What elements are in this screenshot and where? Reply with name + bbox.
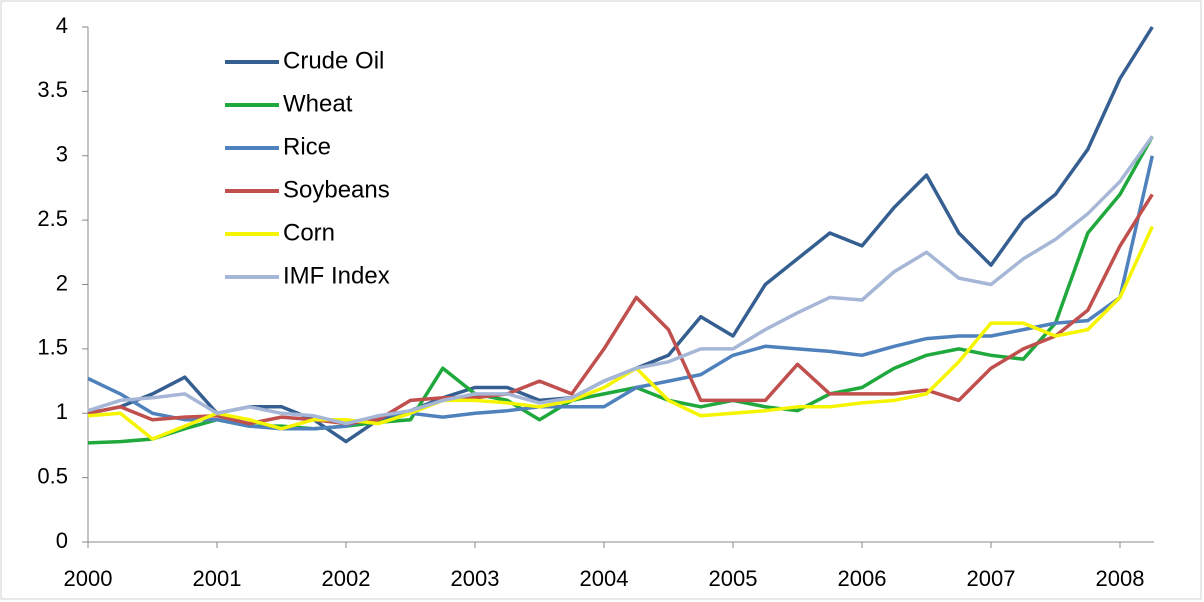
y-tick-label: 1 (56, 399, 68, 424)
y-tick-label: 1.5 (37, 335, 68, 360)
series-line (87, 193, 1154, 426)
series-line (87, 155, 1155, 431)
y-tick-label: 2 (56, 270, 68, 295)
y-tick-label: 3 (56, 142, 68, 167)
x-tick-label: 2006 (838, 566, 887, 591)
y-tick-label: 3.5 (37, 77, 68, 102)
x-tick-label: 2001 (193, 566, 242, 591)
legend-label: Crude Oil (283, 47, 384, 74)
legend-label: Wheat (283, 90, 353, 117)
y-tick-label: 0 (56, 528, 68, 553)
series-line (87, 135, 1154, 426)
x-tick-label: 2008 (1096, 566, 1145, 591)
legend-label: IMF Index (283, 262, 390, 289)
x-tick-label: 2005 (709, 566, 758, 591)
legend-label: Corn (283, 219, 335, 246)
x-tick-label: 2003 (451, 566, 500, 591)
x-tick-label: 2004 (580, 566, 629, 591)
x-tick-label: 2000 (64, 566, 113, 591)
y-tick-label: 2.5 (37, 206, 68, 231)
y-tick-label: 4 (56, 13, 68, 38)
series-line (87, 225, 1154, 441)
legend-label: Soybeans (283, 176, 390, 203)
x-tick-label: 2007 (967, 566, 1016, 591)
y-tick-label: 0.5 (37, 463, 68, 488)
x-tick-label: 2002 (322, 566, 371, 591)
legend-label: Rice (283, 133, 331, 160)
